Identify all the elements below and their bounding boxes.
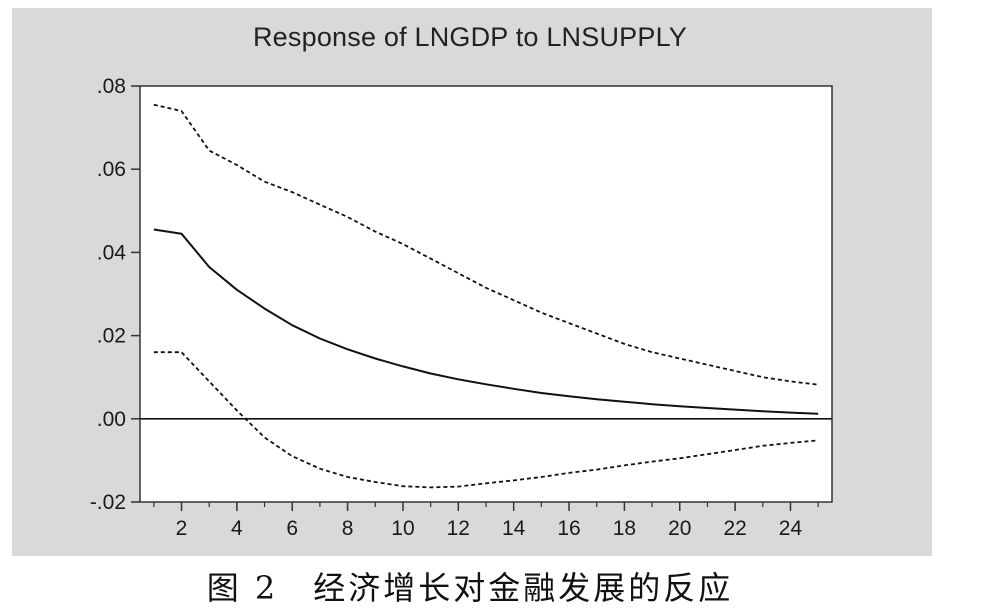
- y-tick-label: .04: [97, 241, 127, 264]
- y-tick-label: .08: [97, 75, 126, 98]
- x-tick-label: 4: [231, 517, 243, 540]
- x-tick-label: 8: [342, 517, 354, 540]
- figure-caption: 图 2 经济增长对金融发展的反应: [206, 569, 734, 607]
- x-tick-label: 22: [723, 517, 746, 540]
- confidence-band-line: [153, 351, 819, 489]
- chart-title: Response of LNGDP to LNSUPPLY: [252, 22, 688, 52]
- y-tick-label: .02: [97, 325, 126, 348]
- axis-ticks: -.02.00.02.04.06.082 4 6 8 10 12 14 16 18 20 22 24: [90, 75, 819, 540]
- y-tick-label: .00: [97, 408, 126, 431]
- x-tick-label: 6: [286, 517, 298, 540]
- x-tick-label: 12: [447, 517, 470, 540]
- x-tick-label: 2: [176, 517, 188, 540]
- response-line: [153, 228, 819, 415]
- x-tick-label: 14: [502, 517, 526, 540]
- x-tick-label: 20: [668, 517, 691, 540]
- x-tick-label: 24: [779, 517, 803, 540]
- x-tick-label: 18: [613, 517, 636, 540]
- confidence-band-line: [153, 103, 819, 386]
- plot-area: [139, 85, 833, 503]
- y-tick-label: .06: [97, 158, 126, 181]
- series-layer: [140, 103, 832, 489]
- y-tick-label: -.02: [90, 491, 126, 514]
- x-tick-label: 10: [391, 517, 414, 540]
- x-tick-label: 16: [557, 517, 580, 540]
